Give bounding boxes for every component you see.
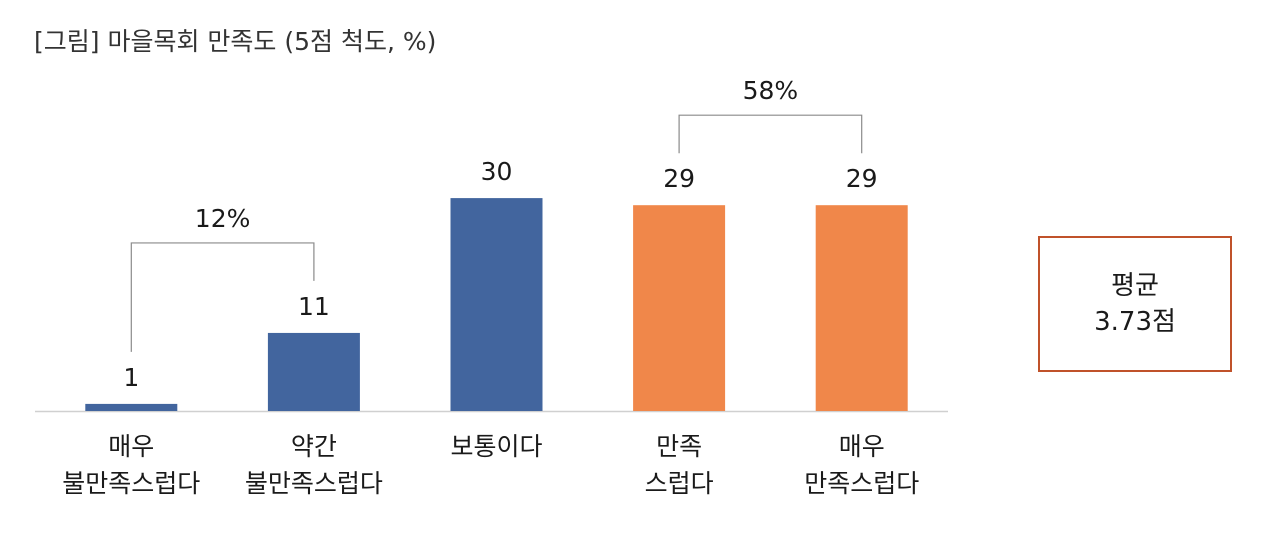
- average-label: 평균: [1111, 271, 1159, 301]
- value-label-0: 1: [123, 363, 139, 392]
- bar-3: [633, 205, 726, 411]
- bracket-0: [130, 242, 315, 352]
- category-label-4: 매우 만족스럽다: [804, 432, 919, 498]
- bracket-label-0: 12%: [195, 204, 251, 233]
- average-value: 3.73점: [1094, 307, 1176, 337]
- bar-0: [85, 403, 178, 411]
- value-label-3: 29: [663, 164, 695, 193]
- bracket-1: [678, 114, 863, 154]
- value-label-2: 30: [481, 157, 513, 186]
- bracket-label-1: 58%: [743, 76, 799, 105]
- category-label-2: 보통이다: [450, 432, 542, 461]
- bar-4: [815, 205, 908, 411]
- bar-2: [450, 198, 543, 411]
- category-label-0: 매우 불만족스럽다: [62, 432, 200, 498]
- value-label-1: 11: [298, 292, 330, 321]
- category-label-1: 약간 불만족스럽다: [245, 432, 383, 498]
- value-label-4: 29: [846, 164, 878, 193]
- category-label-3: 만족 스럽다: [645, 432, 714, 498]
- chart-title: [그림] 마을목회 만족도 (5점 척도, %): [34, 27, 437, 56]
- average-box: 평균 3.73점: [1038, 236, 1232, 372]
- bar-1: [267, 332, 360, 411]
